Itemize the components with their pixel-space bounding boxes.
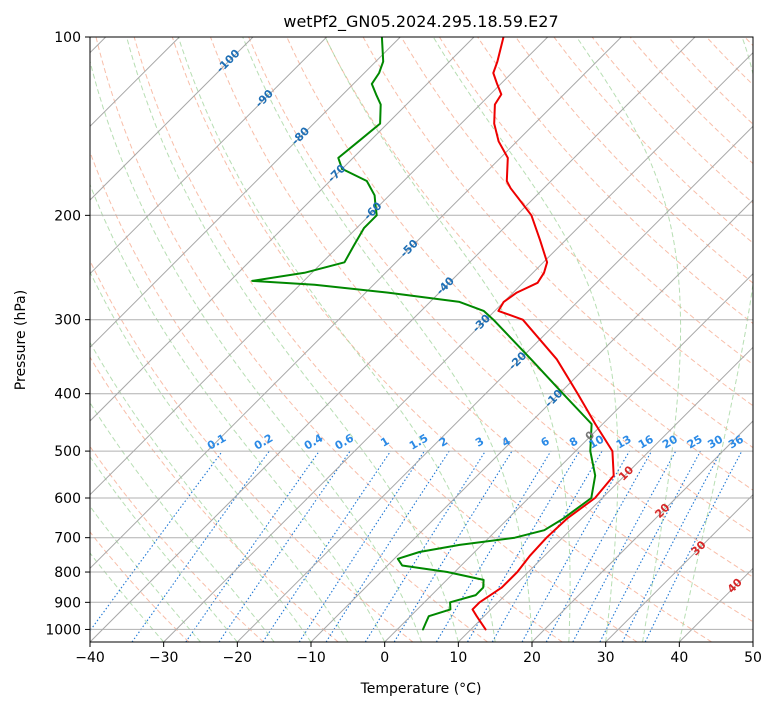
isobar-gridlines bbox=[90, 37, 753, 630]
moist-adiabat bbox=[242, 37, 533, 642]
mixing-ratio-line bbox=[364, 450, 486, 642]
isotherm-gridline bbox=[90, 37, 475, 422]
dry-adiabat bbox=[90, 531, 190, 642]
y-tick-label: 900 bbox=[54, 595, 81, 611]
y-tick-label: 100 bbox=[54, 30, 81, 46]
isotherm-gridline bbox=[90, 37, 549, 496]
mixing-ratio-line bbox=[298, 450, 425, 642]
x-tick-label: −10 bbox=[296, 650, 326, 666]
dry-adiabat bbox=[95, 37, 563, 642]
x-axis-label: Temperature (°C) bbox=[360, 681, 482, 697]
mixing-ratio-line bbox=[572, 450, 677, 642]
dry-adiabat bbox=[553, 37, 753, 244]
plot-frame bbox=[89, 36, 754, 643]
moist-adiabat bbox=[90, 401, 275, 642]
dry-adiabat bbox=[477, 37, 753, 325]
isotherm-gridline bbox=[531, 420, 753, 642]
sounding-line-1 bbox=[471, 37, 615, 631]
isotherm-gridline bbox=[457, 346, 753, 642]
sounding-series bbox=[251, 37, 615, 631]
x-tick-label: −40 bbox=[75, 650, 105, 666]
x-tick-label: −20 bbox=[223, 650, 253, 666]
isotherm-gridline bbox=[90, 37, 254, 201]
dry-adiabat bbox=[286, 37, 753, 534]
moist-adiabat bbox=[324, 37, 571, 642]
moist-adiabat bbox=[90, 183, 386, 642]
moist-adiabat bbox=[126, 37, 459, 642]
y-tick-label: 300 bbox=[54, 313, 81, 329]
y-tick-label: 800 bbox=[54, 565, 81, 581]
dry-adiabat bbox=[133, 37, 638, 642]
isotherm-gridline bbox=[90, 37, 696, 642]
y-tick-label: 400 bbox=[54, 387, 81, 403]
isotherm-gridline bbox=[310, 199, 753, 642]
mixing-ratio-line bbox=[325, 450, 450, 642]
dry-adiabat bbox=[210, 37, 753, 623]
moist-adiabat bbox=[90, 270, 349, 642]
dry-adiabat bbox=[90, 356, 339, 642]
dry-adiabat bbox=[438, 37, 753, 366]
mixing-ratio-line bbox=[599, 450, 701, 642]
isotherm-gridline bbox=[90, 37, 401, 349]
sounding-line-2 bbox=[251, 37, 597, 631]
mixing-ratio-line bbox=[90, 450, 223, 632]
mixing-ratio-lines bbox=[90, 450, 743, 642]
mixing-ratio-line bbox=[621, 450, 722, 642]
mixing-ratio-line bbox=[545, 450, 653, 642]
moist-adiabat bbox=[90, 59, 422, 642]
chart-title: wetPf2_GN05.2024.295.18.59.E27 bbox=[283, 12, 558, 32]
dry-adiabat bbox=[591, 37, 753, 204]
isotherm-gridline bbox=[90, 37, 622, 570]
isotherm-gridline bbox=[605, 493, 753, 642]
mixing-ratio-line bbox=[435, 450, 552, 642]
mixing-ratio-line bbox=[262, 450, 392, 642]
plot-background bbox=[90, 37, 753, 642]
y-tick-label: 200 bbox=[54, 208, 81, 224]
dry-adiabat bbox=[248, 37, 753, 578]
isotherm-gridline bbox=[90, 37, 328, 275]
x-tick-label: 30 bbox=[597, 650, 615, 666]
dry-adiabat bbox=[90, 259, 414, 642]
dry-adiabat bbox=[400, 37, 753, 407]
y-tick-label: 1000 bbox=[45, 622, 81, 638]
isotherm-gridline bbox=[752, 641, 753, 642]
x-tick-label: 0 bbox=[380, 650, 389, 666]
moist-adiabats bbox=[90, 37, 753, 642]
dry-adiabat bbox=[171, 37, 712, 642]
y-tick-label: 500 bbox=[54, 444, 81, 460]
x-tick-label: −30 bbox=[149, 650, 179, 666]
mixing-ratio-line bbox=[185, 450, 320, 642]
x-tick-label: 10 bbox=[449, 650, 467, 666]
moist-adiabat bbox=[576, 37, 682, 642]
mixing-ratio-line bbox=[521, 450, 630, 642]
y-axis-label: Pressure (hPa) bbox=[13, 290, 29, 390]
x-axis: −40 −30 −20 −10 0 10 20 30 40 50 bbox=[75, 642, 762, 666]
x-tick-label: 50 bbox=[744, 650, 762, 666]
y-tick-label: 600 bbox=[54, 491, 81, 507]
dry-adiabat bbox=[90, 150, 488, 642]
mixing-ratio-line bbox=[218, 450, 351, 642]
y-axis: 1000 900 800 700 600 500 400 300 200 100 bbox=[45, 30, 90, 638]
moist-adiabat bbox=[90, 455, 238, 642]
isotherm-gridline bbox=[163, 51, 753, 642]
x-tick-label: 20 bbox=[523, 650, 541, 666]
y-tick-label: 700 bbox=[54, 531, 81, 547]
x-tick-label: 40 bbox=[670, 650, 688, 666]
mixing-ratio-line bbox=[644, 450, 743, 642]
dry-adiabat bbox=[324, 37, 753, 491]
